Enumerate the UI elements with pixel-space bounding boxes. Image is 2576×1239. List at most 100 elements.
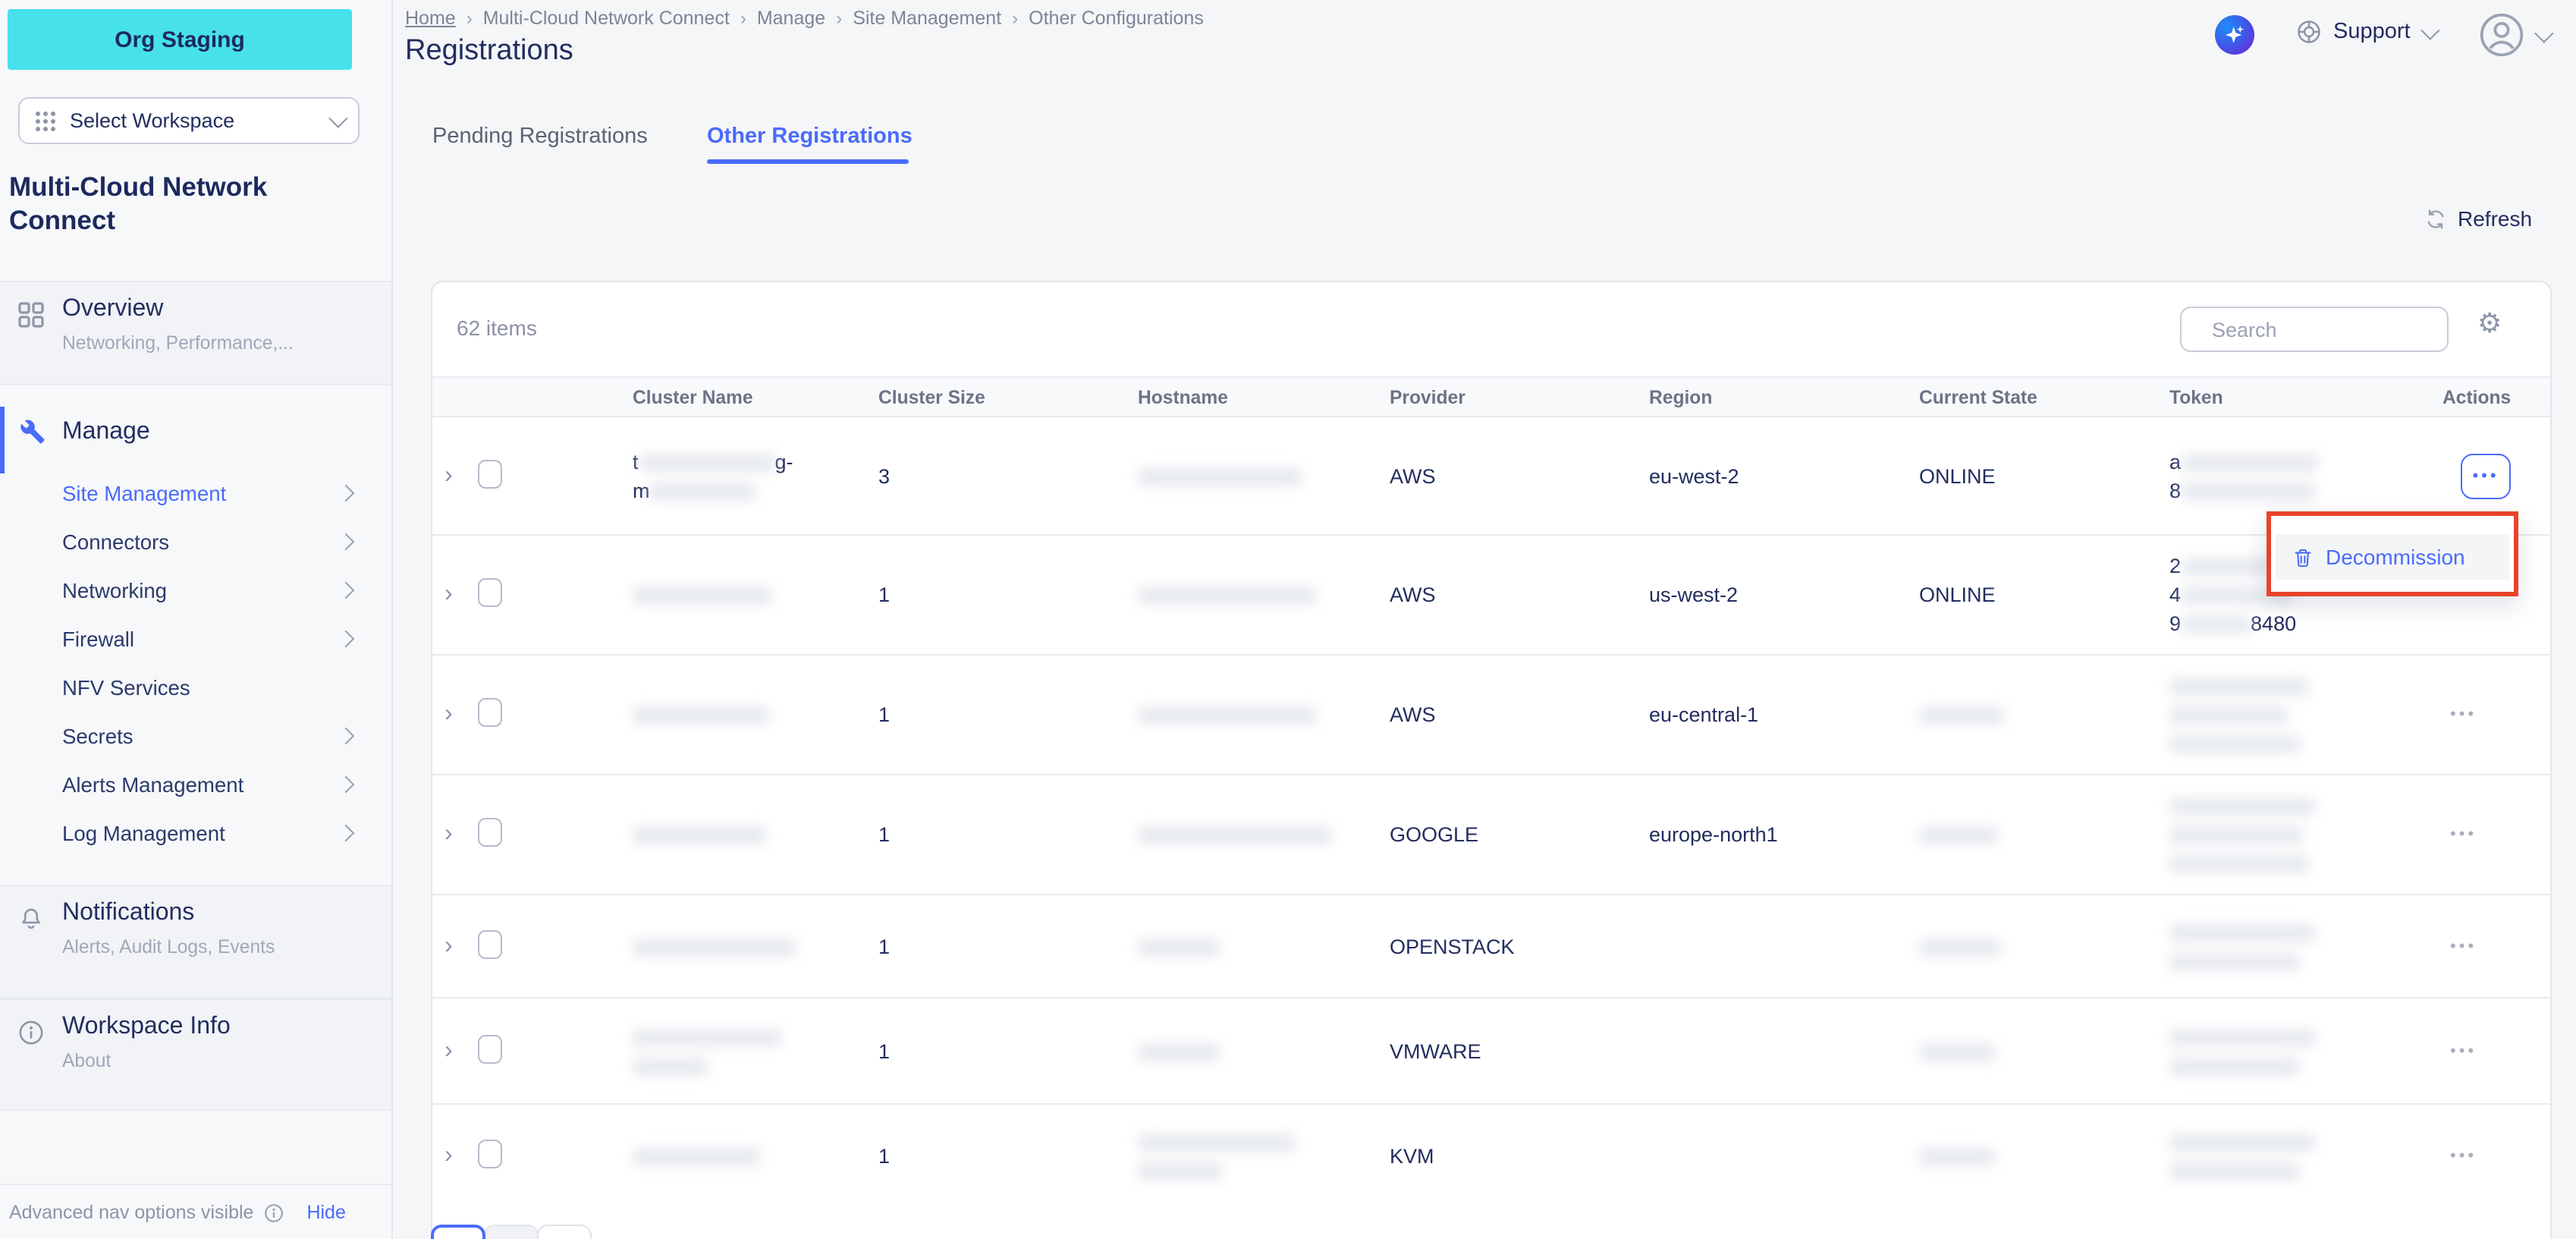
sidebar-item-secrets[interactable]: Secrets: [0, 712, 391, 760]
breadcrumb-item[interactable]: Manage: [756, 8, 826, 29]
subnav-label: Site Management: [62, 482, 227, 505]
sidebar-item-nfv-services[interactable]: NFV Services: [0, 663, 391, 712]
table-row: › 1 AWS us-west-2 ONLINE 2 4 9 8480: [432, 536, 2550, 656]
redacted-token: [2169, 826, 2303, 845]
sidebar-item-manage[interactable]: Manage: [62, 419, 150, 445]
lifebuoy-icon: [2298, 20, 2320, 43]
avatar-icon: [2480, 13, 2524, 57]
row-expand-chevron[interactable]: ›: [445, 462, 453, 488]
cluster-name-fragment: t: [633, 450, 639, 473]
refresh-button[interactable]: Refresh: [2424, 206, 2532, 231]
row-checkbox[interactable]: [478, 1034, 502, 1063]
page-button[interactable]: [537, 1225, 592, 1239]
cluster-size: 1: [878, 583, 891, 606]
wrench-icon: [20, 420, 45, 444]
redacted-cluster-name: [633, 1148, 760, 1167]
tab-pending-registrations[interactable]: Pending Registrations: [432, 124, 648, 149]
items-count: 62 items: [457, 316, 537, 340]
col-region: Region: [1649, 386, 1713, 407]
sidebar-item-firewall[interactable]: Firewall: [0, 615, 391, 663]
breadcrumb-separator: ›: [740, 8, 746, 29]
decommission-menu-item[interactable]: Decommission: [2276, 534, 2509, 580]
user-menu[interactable]: [2479, 12, 2554, 58]
breadcrumb-item[interactable]: Other Configurations: [1029, 8, 1204, 29]
row-actions-button[interactable]: •••: [2450, 1042, 2477, 1060]
sidebar-item-connectors[interactable]: Connectors: [0, 517, 391, 566]
chevron-down-icon: [2420, 20, 2440, 39]
row-checkbox[interactable]: [478, 818, 502, 847]
row-actions-button[interactable]: •••: [2450, 937, 2477, 955]
trash-icon: [2295, 548, 2311, 567]
sidebar-item-site-management[interactable]: Site Management: [0, 469, 391, 517]
active-tab-indicator: [707, 159, 909, 164]
overview-grid-icon: [18, 302, 44, 328]
chevron-right-icon: [337, 484, 355, 502]
row-actions-button[interactable]: •••: [2450, 1147, 2477, 1165]
cluster-size: 1: [878, 935, 891, 958]
col-cluster-size: Cluster Size: [878, 386, 985, 407]
bell-icon: [22, 908, 40, 929]
cluster-size: 1: [878, 1145, 891, 1168]
col-cluster-name: Cluster Name: [633, 386, 753, 407]
breadcrumb-separator: ›: [1012, 8, 1019, 29]
advanced-nav-status: Advanced nav options visible: [9, 1202, 254, 1223]
cluster-size: 1: [878, 823, 891, 846]
search-input[interactable]: [2209, 316, 2483, 342]
workspace-selector[interactable]: Select Workspace: [18, 97, 360, 144]
row-checkbox[interactable]: [478, 578, 502, 607]
redacted-current-state: [1919, 1148, 1995, 1167]
row-checkbox[interactable]: [478, 459, 502, 488]
page-button-current[interactable]: [431, 1225, 485, 1239]
breadcrumb-item[interactable]: Site Management: [853, 8, 1002, 29]
region: us-west-2: [1649, 583, 1739, 606]
redacted-token: [2169, 797, 2315, 816]
breadcrumb-home[interactable]: Home: [405, 8, 456, 29]
row-checkbox[interactable]: [478, 698, 502, 727]
row-expand-chevron[interactable]: ›: [445, 1037, 453, 1063]
sidebar-item-alerts-management[interactable]: Alerts Management: [0, 760, 391, 809]
table-settings-gear-icon[interactable]: ⚙: [2477, 308, 2502, 338]
workspace-info-sublabel: About: [62, 1050, 112, 1071]
redacted-token: [2169, 1162, 2300, 1181]
redacted-hostname: [1138, 938, 1220, 957]
row-expand-chevron[interactable]: ›: [445, 932, 453, 958]
tab-other-registrations[interactable]: Other Registrations: [707, 124, 913, 149]
redacted-hostname: [1138, 1162, 1223, 1181]
row-expand-chevron[interactable]: ›: [445, 821, 453, 847]
row-actions-button[interactable]: •••: [2450, 706, 2477, 724]
hide-nav-link[interactable]: Hide: [306, 1202, 346, 1223]
row-actions-button[interactable]: •••: [2461, 453, 2511, 498]
row-expand-chevron[interactable]: ›: [445, 581, 453, 607]
support-menu[interactable]: Support: [2295, 18, 2440, 46]
provider: AWS: [1390, 583, 1436, 606]
sparkle-icon: [2226, 26, 2244, 43]
notifications-sublabel: Alerts, Audit Logs, Events: [62, 936, 275, 958]
sidebar-item-notifications[interactable]: Notifications Alerts, Audit Logs, Events: [0, 885, 391, 998]
sidebar: Org Staging Select Workspace Multi-Cloud…: [0, 0, 393, 1239]
cluster-size: 1: [878, 1039, 891, 1062]
row-checkbox[interactable]: [478, 1140, 502, 1168]
row-expand-chevron[interactable]: ›: [445, 701, 453, 727]
ai-assistant-button[interactable]: [2215, 15, 2254, 55]
sidebar-item-log-management[interactable]: Log Management: [0, 809, 391, 857]
row-expand-chevron[interactable]: ›: [445, 1143, 453, 1168]
search-box[interactable]: [2180, 307, 2483, 352]
decommission-label: Decommission: [2326, 545, 2465, 569]
redacted-token: [2169, 706, 2288, 725]
page-button[interactable]: [484, 1225, 539, 1239]
redacted-cluster-name: [633, 1057, 708, 1076]
breadcrumb-separator: ›: [836, 8, 843, 29]
redacted-token: [2169, 735, 2300, 754]
redacted-token: [2169, 952, 2300, 971]
sidebar-item-overview[interactable]: Overview Networking, Performance,...: [0, 281, 391, 385]
sidebar-item-networking[interactable]: Networking: [0, 566, 391, 615]
sidebar-item-workspace-info[interactable]: Workspace Info About: [0, 998, 391, 1111]
row-actions-button[interactable]: •••: [2450, 825, 2477, 844]
org-staging-button[interactable]: Org Staging: [8, 9, 352, 70]
row-checkbox[interactable]: [478, 929, 502, 958]
redacted-token: [2169, 1057, 2300, 1076]
col-provider: Provider: [1390, 386, 1465, 407]
breadcrumb-item[interactable]: Multi-Cloud Network Connect: [482, 8, 730, 29]
region: eu-central-1: [1649, 703, 1759, 726]
chevron-right-icon: [337, 775, 355, 794]
